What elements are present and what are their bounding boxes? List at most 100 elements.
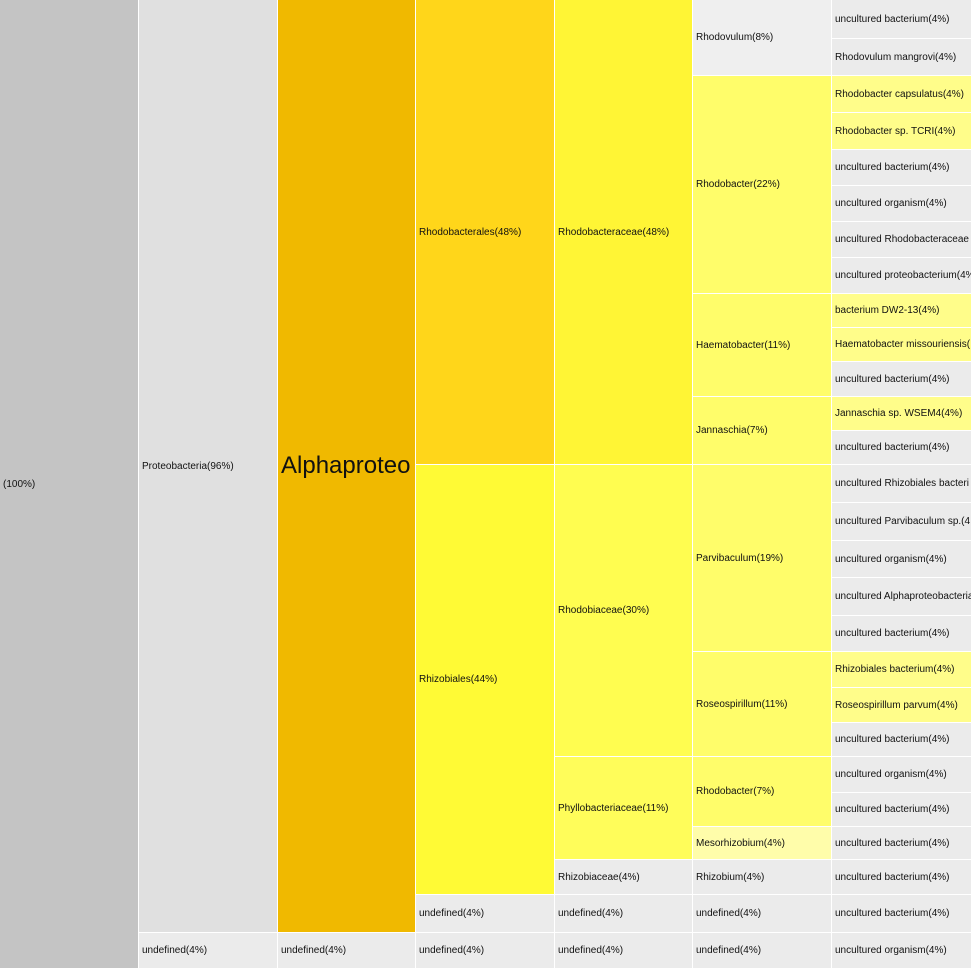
icicle-node-label: uncultured organism(4%) (835, 769, 947, 780)
icicle-node[interactable]: Jannaschia(7%) (693, 397, 832, 465)
icicle-node[interactable]: Rhizobiaceae(4%) (555, 860, 693, 895)
icicle-node[interactable]: Parvibaculum(19%) (693, 465, 832, 652)
icicle-node[interactable]: uncultured Rhizobiales bacteri (832, 465, 972, 503)
icicle-node[interactable]: (100%) (0, 0, 139, 969)
icicle-node[interactable]: Rhizobiales bacterium(4%) (832, 652, 972, 688)
icicle-node[interactable]: Roseospirillum parvum(4%) (832, 688, 972, 723)
icicle-node[interactable]: uncultured bacterium(4%) (832, 150, 972, 186)
icicle-node-label: uncultured bacterium(4%) (835, 908, 950, 919)
icicle-node[interactable]: uncultured proteobacterium(4% (832, 258, 972, 294)
icicle-node-label: Jannaschia(7%) (696, 425, 768, 436)
icicle-node[interactable]: Haematobacter missouriensis( (832, 328, 972, 362)
icicle-node-label: uncultured bacterium(4%) (835, 442, 950, 453)
icicle-node[interactable]: Rhodovulum mangrovi(4%) (832, 39, 972, 76)
icicle-node-label: Rhodobiaceae(30%) (558, 605, 650, 616)
icicle-node-label: Rhodobacter(22%) (696, 179, 780, 190)
icicle-node-label: uncultured bacterium(4%) (835, 373, 950, 385)
icicle-node[interactable]: uncultured bacterium(4%) (832, 895, 972, 933)
icicle-node-label: uncultured bacterium(4%) (835, 871, 950, 883)
icicle-node-label: Jannaschia sp. WSEM4(4%) (835, 408, 963, 419)
icicle-node-label: uncultured bacterium(4%) (835, 804, 950, 815)
icicle-node[interactable]: undefined(4%) (416, 933, 555, 969)
icicle-node-label: uncultured bacterium(4%) (835, 162, 950, 173)
icicle-node[interactable]: uncultured Rhodobacteraceae (832, 222, 972, 258)
icicle-node-label: undefined(4%) (142, 945, 208, 956)
icicle-node[interactable]: Rhodobacter capsulatus(4%) (832, 76, 972, 113)
icicle-node-label: Rhodobacter sp. TCRI(4%) (835, 125, 956, 137)
icicle-node-label: Rhizobium(4%) (696, 871, 765, 883)
icicle-node[interactable]: uncultured bacterium(4%) (832, 362, 972, 397)
icicle-node-label: Rhodobacter(7%) (696, 786, 775, 797)
icicle-node-label: uncultured proteobacterium(4% (835, 270, 972, 281)
icicle-node-label: Roseospirillum parvum(4%) (835, 699, 958, 711)
icicle-node[interactable]: Rhodobacter(22%) (693, 76, 832, 294)
icicle-node-label: Phyllobacteriaceae(11%) (558, 802, 669, 814)
icicle-node[interactable]: undefined(4%) (693, 933, 832, 969)
icicle-node[interactable]: uncultured Parvibaculum sp.(4 (832, 503, 972, 541)
icicle-node-label: uncultured Rhizobiales bacteri (835, 478, 969, 489)
icicle-node[interactable]: Roseospirillum(11%) (693, 652, 832, 757)
icicle-node[interactable]: Proteobacteria(96%) (139, 0, 278, 933)
icicle-node-label: undefined(4%) (696, 908, 762, 919)
icicle-node[interactable]: uncultured bacterium(4%) (832, 860, 972, 895)
icicle-node[interactable]: Rhizobium(4%) (693, 860, 832, 895)
icicle-node-label: Rhizobiales bacterium(4%) (835, 664, 955, 675)
icicle-node[interactable]: uncultured bacterium(4%) (832, 827, 972, 860)
icicle-node-label: uncultured bacterium(4%) (835, 837, 950, 849)
icicle-node[interactable]: uncultured bacterium(4%) (832, 0, 972, 39)
icicle-node-label: uncultured bacterium(4%) (835, 734, 950, 745)
icicle-node-label: uncultured bacterium(4%) (835, 628, 950, 639)
icicle-node[interactable]: uncultured organism(4%) (832, 186, 972, 222)
icicle-node[interactable]: Rhodobacter sp. TCRI(4%) (832, 113, 972, 150)
icicle-node[interactable]: undefined(4%) (693, 895, 832, 933)
icicle-node[interactable]: Rhodobacteraceae(48%) (555, 0, 693, 465)
icicle-node-label: uncultured organism(4%) (835, 198, 947, 209)
icicle-node-label: uncultured Parvibaculum sp.(4 (835, 516, 971, 527)
icicle-node[interactable]: Alphaproteo (278, 0, 416, 933)
icicle-node[interactable]: uncultured organism(4%) (832, 541, 972, 578)
icicle-node[interactable]: uncultured bacterium(4%) (832, 793, 972, 827)
icicle-node-label: undefined(4%) (419, 945, 485, 956)
icicle-node[interactable]: uncultured Alphaproteobacteria (832, 578, 972, 616)
icicle-node-label: Rhodobacter capsulatus(4%) (835, 88, 964, 100)
icicle-node-label: Roseospirillum(11%) (696, 698, 788, 710)
icicle-node-label: Rhizobiales(44%) (419, 674, 498, 685)
icicle-node-label: undefined(4%) (558, 945, 624, 956)
icicle-node-label: undefined(4%) (696, 945, 762, 956)
icicle-node[interactable]: Rhodovulum(8%) (693, 0, 832, 76)
icicle-node[interactable]: Rhizobiales(44%) (416, 465, 555, 895)
icicle-node[interactable]: Rhodobiaceae(30%) (555, 465, 693, 757)
icicle-node[interactable]: uncultured bacterium(4%) (832, 723, 972, 757)
icicle-node[interactable]: Rhodobacterales(48%) (416, 0, 555, 465)
icicle-node[interactable]: undefined(4%) (139, 933, 278, 969)
icicle-node[interactable]: undefined(4%) (555, 933, 693, 969)
icicle-node-label: uncultured organism(4%) (835, 553, 947, 565)
icicle-node[interactable]: Rhodobacter(7%) (693, 757, 832, 827)
icicle-node-label: (100%) (3, 478, 36, 490)
icicle-node-label: Rhodovulum(8%) (696, 32, 774, 43)
icicle-node-label: Alphaproteo (281, 452, 411, 479)
icicle-node-label: undefined(4%) (419, 908, 485, 919)
icicle-node-label: undefined(4%) (558, 908, 624, 919)
icicle-node-label: Mesorhizobium(4%) (696, 837, 785, 849)
icicle-node-label: Haematobacter(11%) (696, 339, 791, 351)
icicle-node[interactable]: bacterium DW2-13(4%) (832, 294, 972, 328)
icicle-node-label: uncultured Alphaproteobacteria (835, 591, 972, 602)
icicle-node-label: Rhodovulum mangrovi(4%) (835, 51, 957, 63)
icicle-node[interactable]: uncultured bacterium(4%) (832, 616, 972, 652)
icicle-node[interactable]: uncultured bacterium(4%) (832, 431, 972, 465)
icicle-node-label: undefined(4%) (281, 945, 347, 956)
icicle-node[interactable]: Haematobacter(11%) (693, 294, 832, 397)
icicle-node[interactable]: Mesorhizobium(4%) (693, 827, 832, 860)
icicle-node-label: Rhodobacteraceae(48%) (558, 226, 670, 238)
icicle-node-label: uncultured organism(4%) (835, 945, 947, 956)
icicle-node[interactable]: uncultured organism(4%) (832, 757, 972, 793)
icicle-node[interactable]: undefined(4%) (416, 895, 555, 933)
icicle-node[interactable]: Jannaschia sp. WSEM4(4%) (832, 397, 972, 431)
icicle-node[interactable]: undefined(4%) (555, 895, 693, 933)
icicle-node-label: bacterium DW2-13(4%) (835, 305, 940, 316)
icicle-node[interactable]: undefined(4%) (278, 933, 416, 969)
icicle-node[interactable]: Phyllobacteriaceae(11%) (555, 757, 693, 860)
icicle-node[interactable]: uncultured organism(4%) (832, 933, 972, 969)
